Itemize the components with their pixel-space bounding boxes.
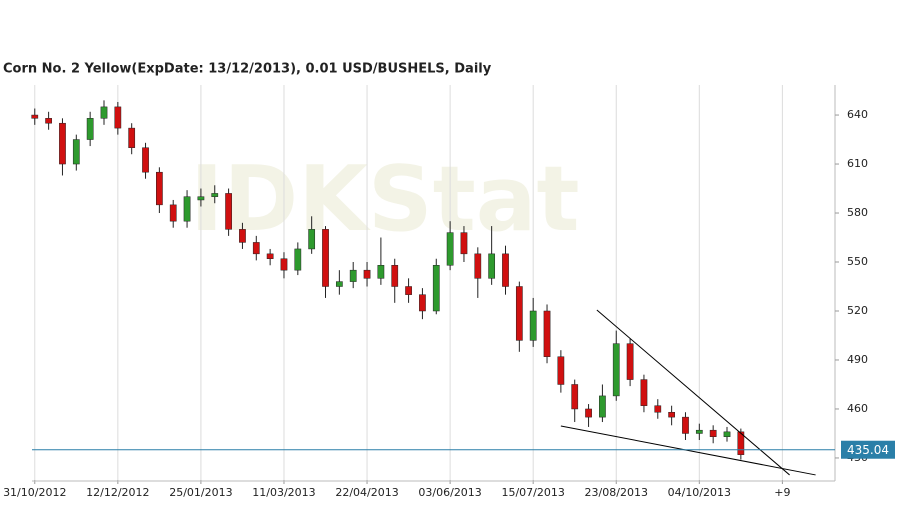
candle-body xyxy=(211,193,219,197)
x-tick-label: 15/07/2013 xyxy=(501,486,564,499)
candle-body xyxy=(515,286,523,341)
candle-body xyxy=(363,269,371,279)
candle-body xyxy=(529,310,537,341)
candle-body xyxy=(86,118,94,140)
y-tick-label: 610 xyxy=(847,157,868,170)
candle-body xyxy=(723,431,731,437)
x-tick-label: 31/10/2012 xyxy=(3,486,66,499)
candle-body xyxy=(72,139,80,165)
candle-body xyxy=(419,294,426,312)
last-price-box xyxy=(841,440,895,459)
candle-body xyxy=(100,106,108,119)
candle-body xyxy=(294,248,302,271)
x-tick-label: +9 xyxy=(774,486,790,499)
candle-body xyxy=(322,229,329,287)
candle-body xyxy=(142,147,149,173)
chart-title: Corn No. 2 Yellow(ExpDate: 13/12/2013), … xyxy=(3,62,492,77)
candle-body xyxy=(183,196,191,222)
candle-body xyxy=(612,343,620,397)
candle-body xyxy=(737,431,745,455)
candle-body xyxy=(266,253,274,259)
candle-body xyxy=(502,253,509,287)
y-tick-label: 520 xyxy=(847,304,868,317)
y-tick-label: 490 xyxy=(847,353,868,366)
candle-body xyxy=(349,269,357,282)
x-tick-label: 04/10/2013 xyxy=(668,486,731,499)
candle-body xyxy=(682,416,689,434)
candle-body xyxy=(156,171,163,206)
candle-body xyxy=(391,265,399,287)
candle-body xyxy=(654,405,662,413)
candle-body xyxy=(557,356,565,385)
candle-body xyxy=(668,411,675,418)
y-tick-label: 460 xyxy=(847,402,868,415)
candle-body xyxy=(599,395,606,418)
candle-body xyxy=(225,193,232,230)
trend-line xyxy=(560,425,816,476)
candle-body xyxy=(571,384,579,410)
candle-body xyxy=(252,242,260,255)
watermark: IDKStat xyxy=(190,147,580,252)
candle-body xyxy=(280,258,288,271)
candle-body xyxy=(543,310,551,357)
x-tick-label: 03/06/2013 xyxy=(418,486,481,499)
candle-body xyxy=(405,286,412,295)
candle-body xyxy=(460,232,468,255)
x-tick-label: 22/04/2013 xyxy=(335,486,398,499)
y-tick-label: 550 xyxy=(847,255,868,268)
y-tick-label: 640 xyxy=(847,108,868,121)
candle-body xyxy=(432,265,440,312)
candle-body xyxy=(128,127,136,148)
candle-body xyxy=(45,118,52,124)
x-tick-label: 11/03/2013 xyxy=(252,486,315,499)
candle-body xyxy=(59,122,66,165)
candle-body xyxy=(169,204,177,222)
candle-body xyxy=(114,106,122,129)
candle-body xyxy=(31,114,39,119)
candle-body xyxy=(709,429,717,437)
candle-body xyxy=(239,229,246,243)
candle-body xyxy=(640,379,648,406)
candle-body xyxy=(377,265,385,279)
candle-body xyxy=(335,281,343,287)
candle-body xyxy=(474,253,482,279)
candle-body xyxy=(695,429,703,434)
trend-line xyxy=(596,309,790,476)
candle-body xyxy=(488,253,496,279)
x-tick-label: 23/08/2013 xyxy=(585,486,648,499)
candle-body xyxy=(197,196,205,201)
candle-body xyxy=(585,408,592,418)
y-tick-label: 580 xyxy=(847,206,868,219)
candle-body xyxy=(308,229,316,250)
candle-body xyxy=(626,343,634,380)
x-tick-label: 25/01/2013 xyxy=(169,486,232,499)
x-tick-label: 12/12/2012 xyxy=(86,486,149,499)
last-price-label: 435.04 xyxy=(847,443,889,457)
candle-body xyxy=(446,232,454,266)
